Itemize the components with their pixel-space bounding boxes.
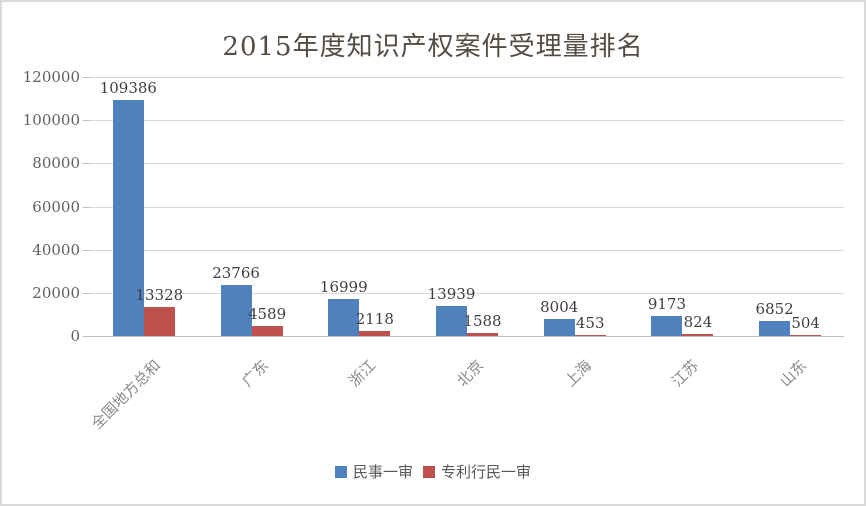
gridline	[90, 249, 844, 251]
x-category-label-text: 江苏	[668, 356, 703, 391]
legend-item-1: 民事一审	[334, 461, 413, 482]
y-tick-mark	[83, 163, 90, 165]
gridline	[90, 120, 844, 122]
bar-series1-cat4	[436, 305, 467, 336]
y-tick-label: 60000	[32, 197, 80, 216]
legend: 民事一审 专利行民一审	[2, 461, 864, 482]
data-label: 504	[791, 313, 820, 332]
y-tick-mark	[83, 292, 90, 294]
bar-series2-cat7	[790, 334, 822, 336]
x-category-label-text: 北京	[453, 356, 488, 391]
y-tick-mark	[83, 336, 90, 337]
bar-series1-cat7	[759, 321, 791, 336]
gridline	[90, 163, 844, 165]
x-category-label-text: 浙江	[345, 356, 380, 391]
chart-title: 2015年度知识产权案件受理量排名	[222, 32, 644, 62]
x-category-label-text: 山东	[776, 356, 811, 391]
data-label: 13939	[427, 284, 476, 303]
bar-series1-cat2	[220, 284, 252, 336]
legend-swatch-icon	[334, 465, 347, 478]
data-label: 6852	[755, 300, 794, 319]
y-tick-label: 0	[70, 327, 80, 345]
x-category-label-text: 上海	[560, 356, 595, 391]
legend-label: 民事一审	[352, 463, 413, 481]
y-tick-mark	[83, 249, 90, 251]
bar-series2-cat1	[143, 307, 175, 336]
data-label: 8004	[540, 297, 579, 316]
y-tick-label: 100000	[22, 111, 80, 130]
data-label: 9173	[647, 295, 687, 314]
y-tick-label: 80000	[32, 154, 80, 173]
x-axis-line	[90, 336, 844, 337]
bar-series1-cat5	[543, 318, 575, 336]
legend-swatch-icon	[423, 465, 435, 478]
data-label: 2118	[355, 310, 394, 329]
x-category-label-text: 广东	[237, 356, 272, 391]
data-label: 824	[683, 313, 713, 332]
bar-series1-cat1	[112, 99, 144, 336]
legend-label: 专利行民一审	[441, 463, 532, 481]
bar-series2-cat3	[359, 331, 391, 336]
x-category-label-text: 全国地方总和	[87, 356, 164, 433]
data-label: 109386	[99, 78, 157, 97]
bar-series2-cat4	[467, 332, 498, 336]
data-label: 1588	[463, 311, 502, 330]
bar-series1-cat3	[328, 299, 360, 336]
gridline	[90, 292, 844, 294]
data-label: 4589	[247, 305, 287, 324]
data-label: 16999	[319, 278, 368, 297]
data-label: 453	[575, 314, 605, 333]
y-tick-mark	[83, 77, 90, 78]
y-tick-mark	[83, 120, 90, 122]
data-label: 13328	[135, 286, 184, 305]
gridline	[90, 206, 844, 208]
y-tick-label: 20000	[32, 283, 80, 302]
data-label: 23766	[212, 263, 260, 282]
legend-item-2: 专利行民一审	[423, 461, 531, 482]
y-tick-mark	[83, 206, 90, 208]
bar-series2-cat2	[251, 326, 283, 336]
y-tick-label: 40000	[32, 240, 80, 259]
plot-area: 109386 13328 23766 4589 16999 2118 13939 1588 80…	[83, 77, 844, 337]
gridline	[90, 77, 844, 78]
bar-series1-cat6	[651, 316, 683, 336]
y-tick-label: 120000	[22, 68, 80, 86]
bar-series2-cat6	[682, 334, 714, 336]
bar-series2-cat5	[574, 335, 606, 336]
